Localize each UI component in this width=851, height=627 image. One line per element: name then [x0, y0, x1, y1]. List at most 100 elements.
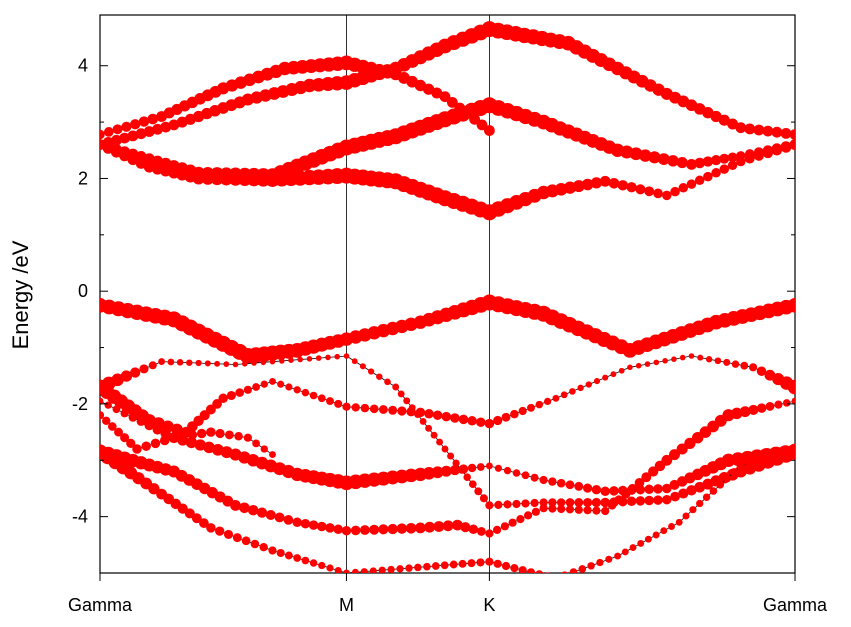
band-point — [439, 91, 451, 103]
y-axis-label: Energy /eV — [8, 240, 33, 349]
band-point — [260, 380, 268, 388]
band-point — [351, 358, 358, 365]
band-point — [661, 454, 673, 466]
band-point — [703, 171, 713, 182]
band-point — [315, 355, 322, 361]
band-point — [350, 525, 361, 536]
band-v1 — [100, 294, 795, 364]
band-point — [343, 353, 350, 359]
x-tick-label: K — [483, 595, 495, 615]
band-point — [607, 501, 617, 510]
band-point — [723, 474, 732, 483]
band-point — [132, 444, 142, 454]
band-point — [440, 465, 452, 477]
band-point — [765, 401, 775, 411]
band-point — [184, 508, 195, 519]
band-point — [583, 497, 593, 508]
band-point — [103, 127, 114, 137]
band-point — [476, 119, 488, 131]
band-point — [169, 432, 179, 443]
band-point — [574, 498, 584, 507]
band-point — [485, 462, 493, 470]
band-point — [653, 359, 660, 366]
band-point — [676, 157, 688, 169]
band-point — [111, 373, 124, 387]
band-point — [626, 182, 637, 193]
band-point — [662, 494, 672, 505]
band-point — [405, 564, 413, 572]
band-point — [467, 559, 476, 568]
band-point — [719, 153, 730, 164]
band-point — [705, 356, 713, 363]
band-point — [442, 520, 454, 532]
band-point — [251, 360, 257, 366]
band-point — [578, 565, 587, 573]
band-point — [283, 515, 294, 525]
band-point — [191, 513, 202, 524]
band-point — [702, 493, 711, 501]
band-point — [138, 116, 150, 127]
band-point — [503, 466, 512, 475]
band-point — [596, 558, 604, 567]
band-point — [736, 461, 745, 470]
band-point — [415, 407, 426, 418]
band-point — [309, 391, 318, 400]
x-tick-label: Gamma — [68, 595, 133, 615]
band-point — [423, 562, 431, 571]
band-point — [279, 358, 285, 364]
band-point — [552, 575, 560, 583]
band-point — [247, 504, 259, 516]
band-point — [476, 417, 486, 427]
band-point — [234, 432, 243, 441]
band-point — [308, 520, 319, 530]
band-point — [359, 363, 366, 370]
band-point — [653, 495, 663, 505]
band-point — [719, 164, 730, 174]
band-point — [414, 563, 422, 572]
band-point — [569, 388, 576, 395]
band-point — [531, 507, 541, 516]
band-point — [223, 361, 230, 367]
band-point — [284, 551, 293, 560]
band-point — [176, 359, 184, 366]
band-point — [243, 433, 252, 442]
band-point — [521, 499, 530, 508]
band-point — [447, 97, 458, 108]
band-point — [384, 378, 391, 386]
band-point — [662, 483, 672, 494]
band-point — [171, 423, 183, 436]
band-point — [119, 150, 130, 162]
band-point — [334, 353, 341, 360]
band-point — [593, 378, 601, 385]
band-point — [762, 148, 773, 159]
band-point — [648, 151, 661, 164]
band-v7 — [100, 411, 276, 459]
x-tick-label: Gamma — [763, 595, 828, 615]
band-point — [127, 130, 139, 142]
band-point — [479, 494, 488, 503]
band-point — [762, 125, 774, 137]
band-point — [587, 562, 595, 570]
band-point — [397, 406, 407, 416]
band-point — [396, 523, 408, 534]
band-point — [224, 430, 234, 440]
band-point — [100, 397, 104, 405]
band-point — [440, 561, 449, 570]
band-point — [121, 121, 132, 132]
y-tick-label: 4 — [78, 56, 88, 76]
band-point — [494, 464, 502, 472]
band-point — [388, 405, 398, 415]
band-point — [744, 123, 756, 135]
band-point — [543, 397, 552, 406]
band-point — [635, 496, 646, 506]
band-point — [300, 518, 311, 529]
band-point — [749, 363, 758, 372]
band-point — [252, 439, 260, 448]
band-c2 — [100, 21, 795, 150]
band-point — [102, 143, 114, 154]
band-point — [114, 427, 123, 437]
band-point — [431, 562, 440, 570]
band-point — [268, 546, 277, 555]
band-point — [526, 568, 536, 573]
band-point — [670, 491, 680, 502]
